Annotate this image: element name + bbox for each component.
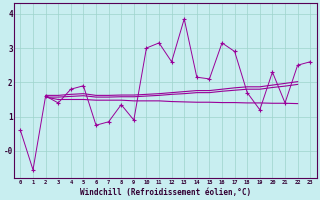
X-axis label: Windchill (Refroidissement éolien,°C): Windchill (Refroidissement éolien,°C) <box>80 188 251 197</box>
